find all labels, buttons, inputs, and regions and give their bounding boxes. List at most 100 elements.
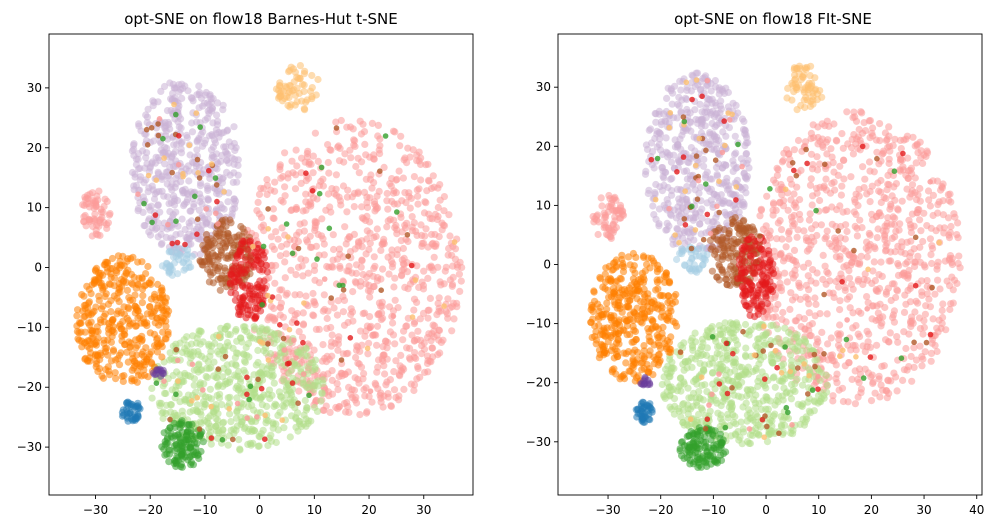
scatter-point <box>766 234 774 242</box>
scatter-point <box>361 392 369 400</box>
scatter-point <box>370 198 379 206</box>
scatter-point <box>101 292 109 301</box>
scatter-point <box>812 300 820 308</box>
scatter-point <box>178 187 186 195</box>
scatter-point <box>931 290 939 298</box>
scatter-point <box>176 420 185 428</box>
scatter-point <box>153 366 161 374</box>
scatter-point <box>240 269 249 277</box>
scatter-point <box>838 130 846 138</box>
scatter-point <box>753 344 762 352</box>
scatter-point <box>919 159 927 167</box>
scatter-point <box>750 396 758 404</box>
scatter-point <box>877 381 885 389</box>
scatter-point <box>192 193 198 200</box>
scatter-point <box>420 267 428 275</box>
scatter-point <box>848 375 856 383</box>
scatter-point <box>142 111 150 119</box>
scatter-point <box>276 166 284 174</box>
scatter-point <box>908 377 916 385</box>
scatter-point <box>347 154 355 162</box>
scatter-point <box>100 218 108 227</box>
scatter-point <box>248 295 256 304</box>
scatter-point <box>254 442 262 450</box>
left-cluster-5 <box>196 216 255 294</box>
scatter-point <box>699 115 707 124</box>
scatter-point <box>830 293 838 301</box>
scatter-point <box>358 203 366 211</box>
scatter-point <box>144 188 152 196</box>
scatter-point <box>297 423 306 431</box>
scatter-point <box>244 391 250 398</box>
scatter-point <box>91 197 99 205</box>
scatter-point <box>866 231 874 239</box>
scatter-point <box>410 295 419 303</box>
scatter-point <box>896 220 904 228</box>
scatter-point <box>368 184 376 192</box>
scatter-point <box>414 364 422 373</box>
scatter-point <box>295 387 303 395</box>
scatter-point <box>829 159 837 167</box>
scatter-point <box>415 148 423 156</box>
scatter-point <box>167 416 173 423</box>
scatter-point <box>781 421 789 429</box>
scatter-point <box>773 171 782 179</box>
scatter-point <box>909 133 917 141</box>
scatter-point <box>158 239 166 247</box>
scatter-point <box>308 84 316 92</box>
scatter-point <box>174 239 181 246</box>
scatter-point <box>934 276 942 284</box>
scatter-point <box>321 276 328 282</box>
scatter-point <box>366 153 374 161</box>
scatter-point <box>161 378 167 385</box>
scatter-point <box>239 225 247 233</box>
scatter-point <box>782 243 790 251</box>
scatter-point <box>311 365 319 373</box>
scatter-point <box>242 314 250 322</box>
scatter-point <box>154 201 162 209</box>
scatter-point <box>911 174 919 182</box>
scatter-point <box>234 400 241 407</box>
scatter-point <box>440 222 449 230</box>
scatter-point <box>187 340 196 348</box>
scatter-point <box>154 233 162 241</box>
scatter-point <box>202 88 210 97</box>
scatter-point <box>403 268 411 276</box>
scatter-point <box>706 140 714 148</box>
scatter-point <box>262 412 268 419</box>
scatter-point <box>435 336 443 344</box>
scatter-point <box>145 172 152 179</box>
scatter-point <box>817 221 826 229</box>
scatter-point <box>379 265 387 273</box>
scatter-point <box>699 139 707 147</box>
scatter-point <box>346 146 354 154</box>
scatter-point <box>806 210 814 218</box>
scatter-point <box>864 369 873 377</box>
scatter-point <box>287 266 295 274</box>
scatter-point <box>836 162 844 170</box>
scatter-point <box>281 258 289 266</box>
scatter-point <box>360 370 368 378</box>
scatter-point <box>327 342 335 350</box>
scatter-point <box>872 316 880 325</box>
scatter-point <box>107 308 115 316</box>
scatter-point <box>214 117 222 125</box>
scatter-point <box>303 170 309 176</box>
scatter-point <box>231 327 240 335</box>
scatter-point <box>270 214 278 223</box>
scatter-point <box>863 190 871 198</box>
scatter-point <box>874 179 882 187</box>
scatter-point <box>733 341 742 349</box>
scatter-point <box>905 363 913 371</box>
scatter-point <box>291 291 299 299</box>
scatter-point <box>785 252 794 260</box>
scatter-point <box>678 131 686 139</box>
scatter-point <box>129 253 137 261</box>
scatter-point <box>939 197 947 205</box>
scatter-point <box>289 250 296 257</box>
scatter-point <box>236 446 244 454</box>
scatter-point <box>916 197 924 205</box>
scatter-point <box>231 290 240 298</box>
scatter-point <box>410 386 418 395</box>
scatter-point <box>779 156 787 165</box>
